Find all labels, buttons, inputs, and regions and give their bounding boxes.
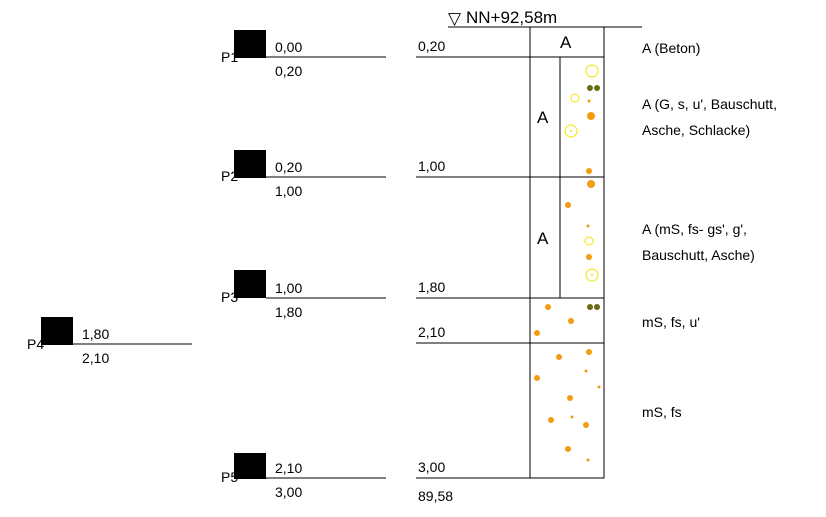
sample-bottom: 3,00 <box>275 484 302 500</box>
ring-dot <box>570 130 572 132</box>
layer-3-description-line-1: A (mS, fs- gs', g', <box>642 221 747 237</box>
layer-5-box <box>529 342 605 479</box>
sample-bottom: 1,80 <box>275 304 302 320</box>
sample-p2: P2 0,20 1,00 <box>221 150 386 199</box>
sample-p1: P1 0,00 0,20 <box>221 30 386 79</box>
sand-dot <box>584 369 588 373</box>
sand-dot <box>587 112 595 120</box>
ring-symbol <box>584 236 594 246</box>
depth-mark-label: 2,10 <box>418 324 445 340</box>
sample-marker <box>234 270 266 298</box>
sand-dot <box>597 385 601 389</box>
clay-symbol <box>594 85 600 91</box>
layer-2-description-line-2: Asche, Schlacke) <box>642 122 750 138</box>
ring-symbol <box>570 93 580 103</box>
sand-dot <box>586 349 592 355</box>
clay-symbol <box>587 304 593 310</box>
sand-dot <box>586 168 592 174</box>
ring-symbol <box>585 64 599 78</box>
sand-dot <box>567 395 573 401</box>
sample-top: 1,80 <box>82 326 109 342</box>
sample-bottom: 0,20 <box>275 63 302 79</box>
elevation-symbol: ▽ <box>448 9 462 28</box>
ring-symbol <box>585 268 599 282</box>
sand-dot <box>545 304 551 310</box>
sample-marker <box>234 453 266 479</box>
sample-top: 0,00 <box>275 39 302 55</box>
sand-dot <box>534 375 540 381</box>
sample-top: 1,00 <box>275 280 302 296</box>
sand-dot <box>548 417 554 423</box>
borehole-column <box>529 26 605 479</box>
sample-marker <box>234 30 266 58</box>
sand-dot <box>586 458 590 462</box>
soil-symbols <box>534 64 601 462</box>
sand-dot <box>534 330 540 336</box>
layer-codes: A A A <box>537 33 572 248</box>
layer-4-box <box>529 297 605 344</box>
depth-mark-label: 3,00 <box>418 459 445 475</box>
sand-dot <box>583 422 589 428</box>
sand-dot <box>586 254 592 260</box>
sample-p5: P5 2,10 3,00 <box>221 453 386 500</box>
sand-dot <box>570 415 574 419</box>
depth-mark-label: 1,00 <box>418 158 445 174</box>
sand-dot <box>586 224 590 228</box>
sample-p3: P3 1,00 1,80 <box>221 270 386 320</box>
layer-4-description: mS, fs, u' <box>642 314 700 330</box>
sand-dot <box>587 99 591 103</box>
sample-top: 2,10 <box>275 460 302 476</box>
clay-symbol <box>587 85 593 91</box>
layer-1-code: A <box>560 33 572 52</box>
ring-symbol <box>564 124 578 138</box>
elevation-header: ▽ NN+92,58m <box>448 8 642 28</box>
sample-top: 0,20 <box>275 159 302 175</box>
sand-dot <box>587 180 595 188</box>
depth-mark-label: 1,80 <box>418 279 445 295</box>
layer-3-description-line-2: Bauschutt, Asche) <box>642 247 755 263</box>
layer-5-description: mS, fs <box>642 404 682 420</box>
final-elevation: 89,58 <box>418 488 453 504</box>
layer-descriptions: A (Beton) A (G, s, u', Bauschutt, Asche,… <box>642 40 777 420</box>
sand-dot <box>565 446 571 452</box>
elevation-label: NN+92,58m <box>466 8 557 27</box>
sample-bottom: 1,00 <box>275 183 302 199</box>
layer-2-description-line-1: A (G, s, u', Bauschutt, <box>642 96 777 112</box>
layer-1-description: A (Beton) <box>642 40 700 56</box>
layer-3-code: A <box>537 229 549 248</box>
depth-mark-label: 0,20 <box>418 38 445 54</box>
sample-id: P4 <box>27 336 44 352</box>
sand-dot <box>556 354 562 360</box>
sand-dot <box>568 318 574 324</box>
clay-symbol <box>594 304 600 310</box>
sample-p4: P4 1,80 2,10 <box>27 317 192 366</box>
layer-2-code: A <box>537 108 549 127</box>
depth-marks: 0,20 1,00 1,80 2,10 3,00 89,58 <box>416 38 530 504</box>
sample-marker <box>234 150 266 178</box>
sample-marker <box>41 317 73 345</box>
ring-dot <box>591 274 593 276</box>
sample-bottom: 2,10 <box>82 350 109 366</box>
sand-dot <box>565 202 571 208</box>
